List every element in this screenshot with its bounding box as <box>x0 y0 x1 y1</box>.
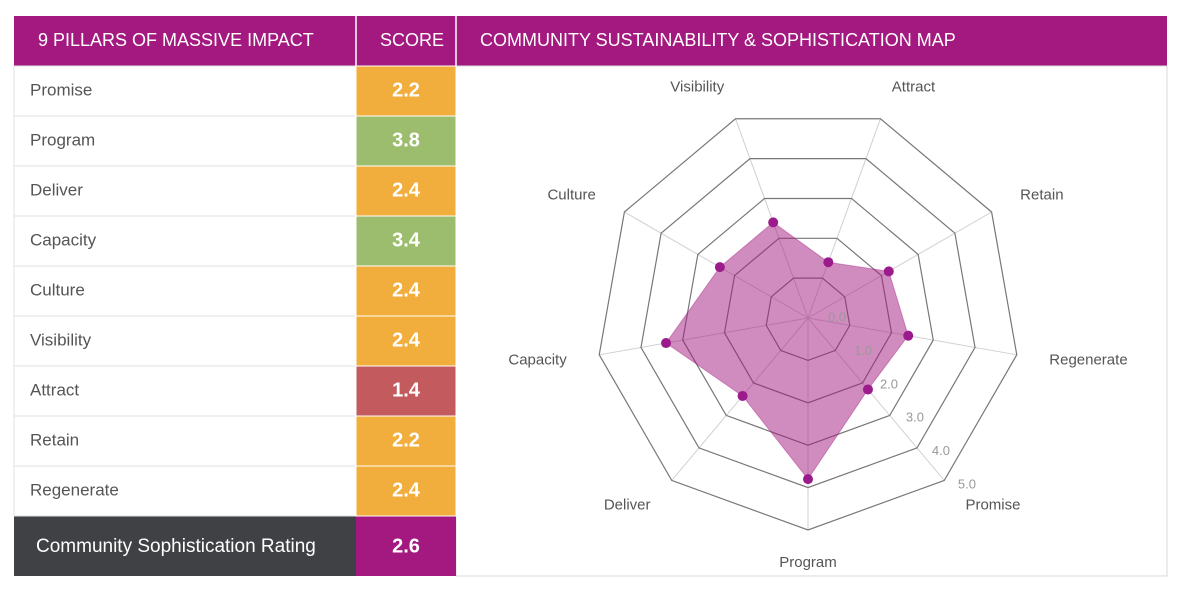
pillar-name: Deliver <box>30 180 83 199</box>
score-header: SCORE <box>380 30 444 50</box>
score-cell <box>355 115 457 167</box>
score-value: 2.4 <box>392 479 421 501</box>
row-bg <box>13 315 357 367</box>
pillar-name: Capacity <box>30 230 97 249</box>
footer-label-cell <box>14 516 356 576</box>
axis-label: Program <box>779 554 837 571</box>
radial-tick-label: 1.0 <box>854 343 872 358</box>
pillar-name: Program <box>30 130 95 149</box>
chart-title: COMMUNITY SUSTAINABILITY & SOPHISTICATIO… <box>480 30 956 50</box>
axis-label: Visibility <box>670 79 724 96</box>
grid-ring <box>640 158 976 489</box>
radar-point <box>823 257 834 268</box>
score-value: 3.4 <box>392 229 421 251</box>
axis-label: Regenerate <box>1049 352 1127 369</box>
radar-point <box>737 390 748 401</box>
table-header: 9 PILLARS OF MASSIVE IMPACT <box>38 30 314 50</box>
row-bg <box>13 465 357 517</box>
score-cell <box>355 365 457 417</box>
score-value: 2.2 <box>392 429 420 451</box>
grid-ring <box>682 197 934 446</box>
radial-tick-label: 3.0 <box>906 410 924 425</box>
footer-score: 2.6 <box>392 535 420 557</box>
footer-label: Community Sophistication Rating <box>36 536 316 557</box>
radial-tick-label: 5.0 <box>958 476 976 491</box>
score-value: 3.8 <box>392 129 420 151</box>
score-value: 2.4 <box>392 329 421 351</box>
radar-point <box>803 474 813 485</box>
footer-score-cell <box>356 516 456 576</box>
radial-tick-label: 2.0 <box>880 376 898 391</box>
score-value: 2.2 <box>392 79 420 101</box>
score-cell <box>355 465 457 517</box>
score-value: 2.4 <box>392 179 421 201</box>
axis-label: Attract <box>892 79 936 96</box>
axis-label: Deliver <box>604 497 651 514</box>
score-cell <box>355 265 457 317</box>
pillar-name: Culture <box>30 280 85 299</box>
radar-area <box>665 221 909 480</box>
row-bg <box>13 215 357 267</box>
row-bg <box>13 165 357 217</box>
axis-label: Culture <box>547 186 595 203</box>
radar-point <box>862 384 873 395</box>
radar-point <box>883 266 894 277</box>
header-bar <box>14 16 1167 66</box>
radar-point <box>661 338 672 349</box>
score-value: 1.4 <box>392 379 421 401</box>
radial-tick-label: 4.0 <box>932 443 950 458</box>
row-bg <box>13 365 357 417</box>
pillar-name: Regenerate <box>30 480 119 499</box>
axis-label: Capacity <box>508 352 567 369</box>
radial-tick-label: 0.0 <box>828 309 846 324</box>
score-cell <box>355 165 457 217</box>
score-cell <box>355 415 457 467</box>
pillar-name: Promise <box>30 80 92 99</box>
score-cell <box>355 65 457 117</box>
radar-point <box>714 262 725 273</box>
radar-point <box>768 217 779 228</box>
pillar-name: Attract <box>30 380 79 399</box>
grid-ring <box>598 118 1018 531</box>
pillar-name: Visibility <box>30 330 92 349</box>
axis-label: Promise <box>965 497 1020 514</box>
row-bg <box>13 65 357 117</box>
pillar-name: Retain <box>30 430 79 449</box>
axis-label: Retain <box>1020 186 1063 203</box>
row-bg <box>13 415 357 467</box>
radar-point <box>903 330 914 341</box>
score-value: 2.4 <box>392 279 421 301</box>
